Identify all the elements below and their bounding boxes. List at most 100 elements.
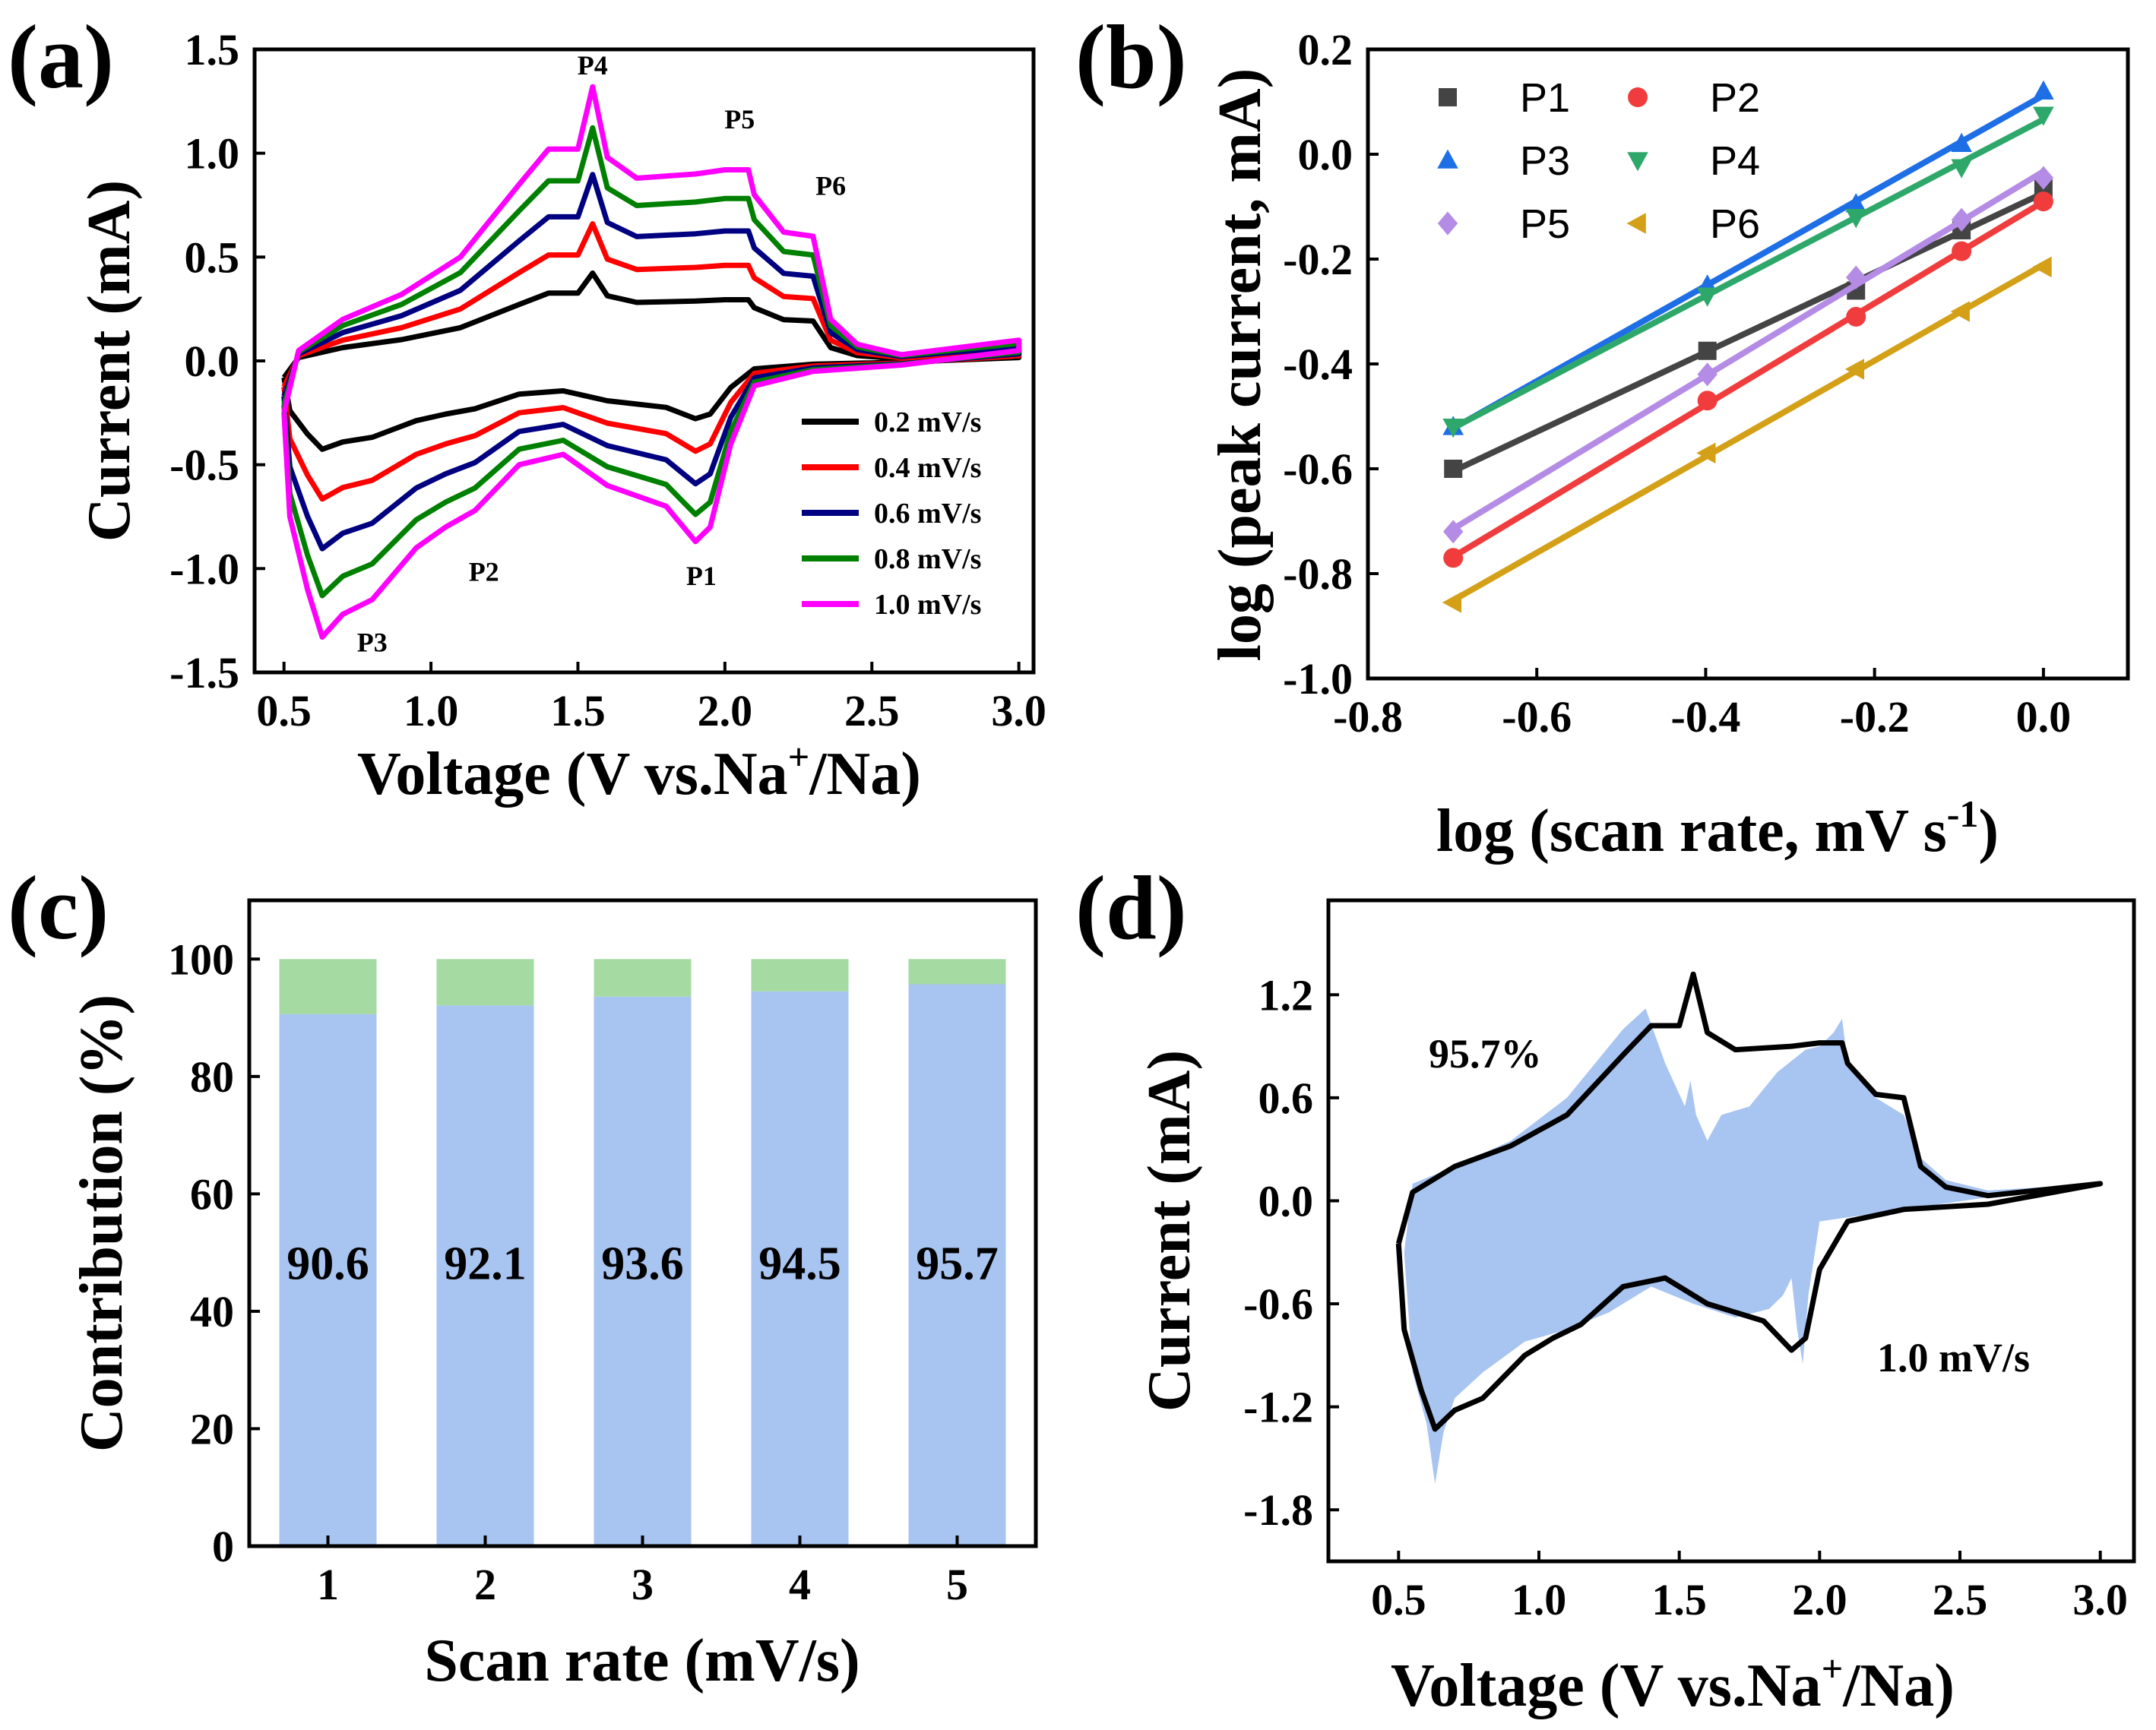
panel-a-xtick-label: 2.5: [844, 686, 900, 735]
panel-d-ytick-label: -0.6: [1243, 1279, 1313, 1329]
panel-a-peak-label: P2: [469, 557, 499, 587]
panel-b-point-P6: [1442, 592, 1462, 613]
panel-c-bar-capacitive: [436, 1005, 534, 1546]
panel-d-ytick-label: -1.2: [1243, 1383, 1313, 1432]
panel-b-legend-marker: [1439, 88, 1457, 106]
panel-d-ytick-label: 1.2: [1258, 970, 1314, 1020]
panel-c-xtick-label: 2: [474, 1560, 496, 1609]
panel-c-ytick-label: 100: [168, 935, 234, 984]
panel-b-ytick-label: -0.4: [1283, 340, 1353, 389]
panel-b-legend-label: P5: [1520, 201, 1570, 247]
panel-c-ytick-label: 80: [190, 1052, 234, 1102]
panel-c-ticks: 1 2 3 4 5 0 20 40 60 80 100: [168, 935, 968, 1609]
panel-a-legend-label: 0.4 mV/s: [874, 452, 981, 484]
panel-a-ylabel: Current (mA): [76, 180, 143, 542]
panel-a-ticks: 0.5 1.0 1.5 2.0 2.5 3.0 -1.5 -1.0 -0.5 0.0 0.5 1.0 1…: [169, 25, 1046, 735]
panel-b-legend-marker: [1437, 211, 1458, 236]
panel-b-ytick-label: 0.2: [1298, 25, 1353, 74]
panel-a-peak-label: P4: [578, 50, 608, 81]
panel-b-point-P5: [1846, 265, 1866, 289]
panel-b-fit-line-P6: [1452, 261, 2045, 603]
panel-b-point-P6: [1696, 442, 1716, 464]
panel-c-ytick-label: 60: [190, 1169, 234, 1219]
panel-b-legend-label: P4: [1710, 138, 1760, 184]
panel-b-point-P3: [1951, 132, 1972, 152]
panel-b-ytick-label: 0.0: [1298, 130, 1353, 179]
panel-d-rate-annotation: 1.0 mV/s: [1877, 1335, 2030, 1381]
panel-b-point-P4: [1696, 287, 1718, 307]
panel-d-xtick-label: 1.0: [1512, 1575, 1567, 1624]
panel-a-ytick-label: -1.5: [169, 648, 239, 697]
panel-c-ytick-label: 20: [190, 1404, 234, 1453]
panel-b-point-P5: [1443, 520, 1464, 544]
panel-c-bar-value-label: 90.6: [287, 1238, 369, 1289]
panel-d-xtick-label: 0.5: [1371, 1575, 1426, 1624]
panel-b-point-P6: [2032, 256, 2052, 278]
panel-b-point-P4: [1845, 209, 1867, 229]
panel-b-fit-line-P2: [1452, 199, 2045, 560]
panel-b-ytick-label: -0.6: [1283, 444, 1353, 494]
panel-c-xtick-label: 1: [317, 1560, 339, 1609]
panel-a-curve-5: [281, 84, 1022, 640]
panel-b-ylabel: log (peak current, mA): [1207, 68, 1274, 662]
panel-b-point-P6: [1844, 359, 1865, 380]
panel-a-label: (a): [8, 6, 114, 107]
panel-a-xlabel: Voltage (V vs.Na+/Na): [357, 735, 921, 808]
panel-c-bar-capacitive: [908, 984, 1006, 1546]
panel-d-ytick-label: 0.0: [1258, 1176, 1314, 1226]
panel-c: (c) 90.6 92.1 93.6 94.5 95.7 1 2 3 4 50204060801…: [8, 857, 1038, 1694]
panel-a-legend-label: 0.6 mV/s: [874, 498, 981, 530]
panel-c-ytick-label: 40: [190, 1287, 234, 1336]
panel-b-fit-line-P3: [1452, 93, 2045, 432]
panel-b-legend-label: P1: [1520, 75, 1570, 121]
panel-b-point-P5: [1951, 207, 1972, 232]
panel-d-xtick-label: 1.5: [1651, 1575, 1707, 1624]
panel-d: (d) 0.5 1.0 1.5 2.0 2.5 3.0 -1.8 -1.2 -0.6 0.0 0.6…: [1075, 857, 2136, 1719]
panel-d-ytick-label: 0.6: [1258, 1074, 1314, 1123]
panel-b-point-P2: [1952, 241, 1972, 261]
panel-b-xlabel: log (scan rate, mV s-1): [1436, 792, 1999, 865]
panel-b-ytick-label: -1.0: [1283, 654, 1353, 704]
panel-d-plot-area: [1395, 971, 2104, 1485]
panel-b-legend-marker: [1437, 149, 1458, 169]
panel-a-ytick-label: -1.0: [169, 544, 239, 593]
panel-b-xtick-label: 0.0: [2016, 692, 2072, 742]
panel-a-ytick-label: 0.0: [185, 337, 240, 386]
panel-b-point-P4: [1442, 419, 1464, 438]
panel-c-bar-value-label: 92.1: [444, 1238, 527, 1289]
panel-c-ytick-label: 0: [212, 1522, 234, 1571]
panel-a-peak-label: P3: [357, 628, 388, 658]
panel-b-point-P5: [1697, 362, 1718, 387]
panel-b-fit-line-P5: [1452, 169, 2045, 532]
panel-a: (a) P4 P5 P6 P2 P1 P3 0.5 1.0 1.5 2.0 2.5 3.0 -1.5 -…: [8, 6, 1046, 808]
panel-a-xtick-label: 1.0: [404, 686, 459, 735]
panel-d-percent-annotation: 95.7%: [1429, 1031, 1542, 1077]
panel-c-bar-capacitive: [751, 991, 849, 1546]
panel-b-legend: P1 P2 P3 P4 P5 P6: [1437, 75, 1760, 247]
panel-a-xtick-label: 0.5: [256, 686, 312, 735]
panel-b-point-P1: [1698, 341, 1717, 360]
panel-c-bar-capacitive: [279, 1014, 377, 1546]
panel-a-ytick-label: 0.5: [185, 232, 240, 282]
panel-a-peak-label: P5: [724, 104, 755, 134]
panel-d-xtick-label: 2.5: [1933, 1575, 1988, 1624]
panel-c-xtick-label: 4: [789, 1560, 811, 1609]
panel-c-ylabel: Contribution (%): [68, 995, 135, 1452]
panel-b-point-P4: [1951, 159, 1972, 179]
panel-b-legend-marker: [1626, 213, 1646, 234]
panel-a-legend-label: 0.8 mV/s: [874, 543, 981, 575]
panel-c-bar-value-label: 95.7: [916, 1238, 999, 1289]
panel-b-label: (b): [1075, 6, 1187, 107]
panel-d-ticks: 0.5 1.0 1.5 2.0 2.5 3.0 -1.8 -1.2 -0.6 0.0 0.6 1.2: [1243, 970, 2128, 1624]
panel-c-xtick-label: 5: [946, 1560, 968, 1609]
panel-a-ytick-label: -0.5: [169, 441, 239, 490]
panel-c-xtick-label: 3: [632, 1560, 654, 1609]
panel-a-xtick-label: 1.5: [550, 686, 606, 735]
panel-c-bar-diffusion: [594, 959, 692, 997]
panel-c-bar-diffusion: [908, 959, 1006, 985]
panel-d-xtick-label: 3.0: [2072, 1575, 2128, 1624]
panel-b-point-P1: [1444, 460, 1463, 478]
panel-c-xlabel: Scan rate (mV/s): [424, 1627, 860, 1694]
panel-b-xtick-label: -0.4: [1671, 692, 1741, 742]
